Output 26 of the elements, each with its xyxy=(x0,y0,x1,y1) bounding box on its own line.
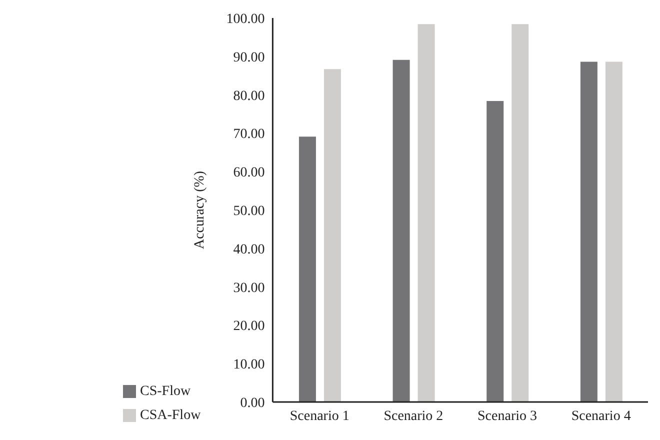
bar xyxy=(486,100,504,402)
y-tick-label: 90.00 xyxy=(233,50,265,66)
bar xyxy=(580,62,598,402)
bar xyxy=(298,136,316,402)
legend-label: CS-Flow xyxy=(140,384,191,399)
y-tick-label: 20.00 xyxy=(233,319,265,334)
bar xyxy=(392,60,410,402)
y-tick-label: 60.00 xyxy=(233,166,265,181)
legend-label: CSA-Flow xyxy=(140,408,201,423)
y-tick-label: 30.00 xyxy=(233,280,265,296)
bar xyxy=(418,24,435,402)
y-axis-title: Accuracy (%) xyxy=(192,170,208,250)
x-tick-label: Scenario 2 xyxy=(384,408,444,424)
y-tick-label: 10.00 xyxy=(233,358,265,373)
y-tick-label: 100.00 xyxy=(226,12,265,27)
x-tick-label: Scenario 1 xyxy=(290,408,350,424)
y-tick-label: 80.00 xyxy=(233,88,265,104)
y-tick-label: 40.00 xyxy=(233,242,265,258)
y-tick-label: 0.00 xyxy=(240,396,265,411)
x-tick-label: Scenario 4 xyxy=(571,408,631,424)
bar xyxy=(324,69,341,402)
bar xyxy=(512,24,529,402)
bar xyxy=(605,62,622,402)
x-tick-label: Scenario 3 xyxy=(478,408,537,424)
y-tick-label: 70.00 xyxy=(233,127,265,142)
y-tick-label: 50.00 xyxy=(233,204,265,219)
